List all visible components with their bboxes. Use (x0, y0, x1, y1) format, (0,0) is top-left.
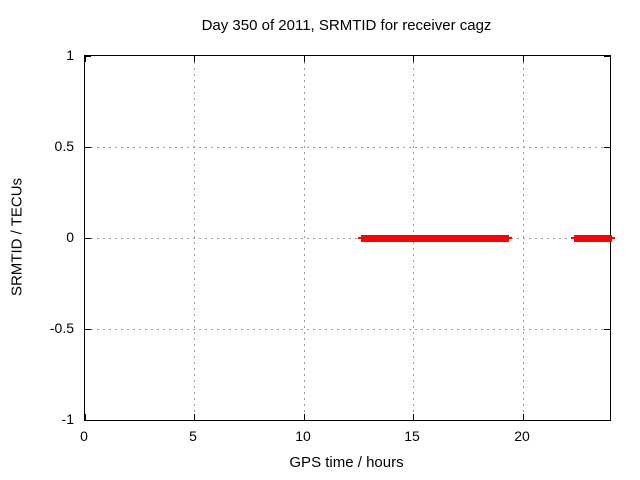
x-axis-label: GPS time / hours (289, 454, 404, 471)
y-tick-mark-right (604, 147, 610, 148)
x-tick-mark-top (85, 56, 86, 62)
y-tick-label: -1 (61, 411, 74, 427)
x-tick-label: 10 (295, 428, 311, 444)
x-tick-mark-top (304, 56, 305, 62)
gridline-horizontal (85, 329, 610, 330)
x-tick-label: 20 (514, 428, 530, 444)
x-tick-mark (523, 414, 524, 420)
x-tick-label: 0 (80, 428, 88, 444)
y-tick-mark (85, 56, 91, 57)
x-tick-label: 5 (189, 428, 197, 444)
y-tick-mark (85, 329, 91, 330)
y-tick-mark-right (604, 420, 610, 421)
x-tick-mark (413, 414, 414, 420)
x-tick-mark-top (523, 56, 524, 62)
y-tick-mark (85, 238, 91, 239)
y-tick-label: 0.5 (54, 138, 74, 154)
x-tick-mark (194, 414, 195, 420)
gridline-horizontal (85, 238, 610, 239)
y-tick-mark-right (604, 56, 610, 57)
x-tick-mark (304, 414, 305, 420)
y-tick-mark (85, 147, 91, 148)
x-tick-mark (85, 414, 86, 420)
gridline-horizontal (85, 147, 610, 148)
x-tick-mark-top (194, 56, 195, 62)
y-tick-label: 0 (66, 229, 74, 245)
plot-area (84, 55, 615, 421)
data-segment (358, 235, 512, 242)
chart-title: Day 350 of 2011, SRMTID for receiver cag… (201, 17, 492, 34)
y-tick-label: 1 (66, 47, 74, 63)
y-tick-mark (85, 420, 91, 421)
y-tick-label: -0.5 (49, 320, 74, 336)
x-tick-label: 15 (404, 428, 420, 444)
x-tick-mark-top (413, 56, 414, 62)
data-segment (571, 235, 615, 242)
y-tick-mark-right (604, 329, 610, 330)
